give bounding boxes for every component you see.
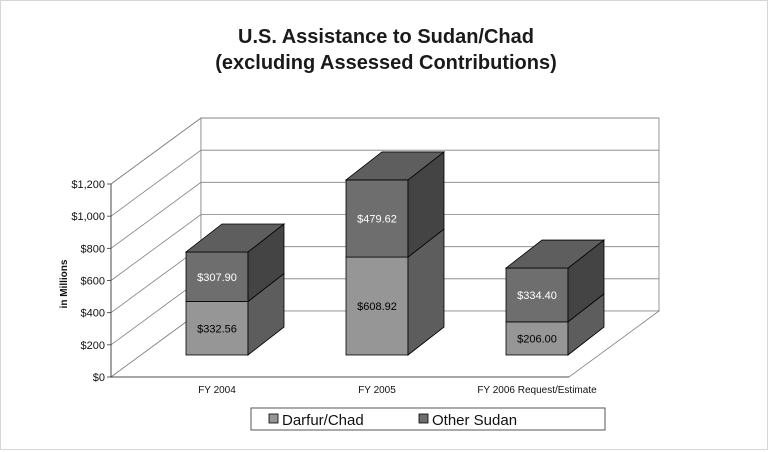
bar-segment-darfur-chad-2: $608.92 — [345, 228, 445, 356]
bar-segment-darfur-chad-3: $206.00 — [505, 293, 605, 356]
x-tick-label: FY 2005 — [358, 385, 396, 396]
y-axis-ticks: $0 $200 $400 $600 $800 $1,000 $1,200 — [71, 179, 569, 384]
bars: $332.56 $307.90 $608.92 $479.62 $206.00 $334.… — [184, 151, 606, 356]
y-tick-label: $1,200 — [71, 179, 105, 191]
legend-label-other-sudan: Other Sudan — [432, 412, 517, 429]
x-tick-label: FY 2006 Request/Estimate — [477, 385, 597, 396]
gridline — [110, 149, 659, 217]
data-label: $479.62 — [357, 213, 397, 225]
legend: Darfur/Chad Other Sudan — [250, 407, 606, 431]
bar-top — [344, 151, 446, 181]
data-label: $608.92 — [357, 301, 397, 313]
y-tick-label: $400 — [81, 308, 105, 320]
x-axis-labels: FY 2004 FY 2005 FY 2006 Request/Estimate — [198, 385, 597, 396]
y-tick-label: $800 — [81, 243, 105, 255]
bar-front — [345, 179, 409, 258]
data-label: $334.40 — [517, 290, 557, 302]
bar-segment-other-sudan-3: $334.40 — [504, 239, 606, 323]
bar-top — [504, 239, 606, 269]
legend-swatch-other-sudan — [418, 413, 429, 424]
y-tick-label: $0 — [93, 372, 105, 384]
gridline — [110, 181, 659, 249]
data-label: $332.56 — [197, 323, 237, 335]
bar-front — [505, 321, 569, 356]
bar-segment-other-sudan-2: $479.62 — [344, 151, 446, 258]
bar-segment-darfur-chad-1: $332.56 — [185, 272, 285, 356]
chart-title-line-2: (excluding Assessed Contributions) — [215, 52, 557, 74]
y-tick-label: $200 — [81, 340, 105, 352]
y-tick-label: $600 — [81, 276, 105, 288]
bar-front — [185, 301, 249, 356]
bar-front — [185, 251, 249, 302]
bar-segment-other-sudan-1: $307.90 — [184, 223, 286, 303]
y-tick-label: $1,000 — [71, 211, 105, 223]
gridline — [110, 117, 659, 185]
data-label: $307.90 — [197, 272, 237, 284]
chart-title-line-1: U.S. Assistance to Sudan/Chad — [238, 26, 534, 48]
legend-swatch-darfur-chad — [268, 413, 279, 424]
bar-top — [184, 223, 286, 253]
data-label: $206.00 — [517, 333, 557, 345]
x-tick-label: FY 2004 — [198, 385, 236, 396]
y-axis-title: in Millions — [59, 259, 70, 308]
gridline — [110, 214, 659, 281]
legend-label-darfur-chad: Darfur/Chad — [282, 412, 364, 429]
